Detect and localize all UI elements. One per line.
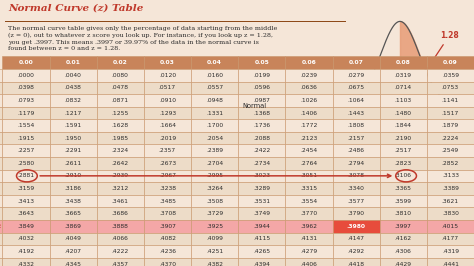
Text: 1.28: 1.28 (440, 31, 459, 40)
Text: The normal curve table gives only the percentage of data starting from the middl: The normal curve table gives only the pe… (8, 26, 278, 51)
Text: Normal: Normal (243, 103, 267, 109)
Text: Normal Curve (z) Table: Normal Curve (z) Table (8, 3, 144, 12)
